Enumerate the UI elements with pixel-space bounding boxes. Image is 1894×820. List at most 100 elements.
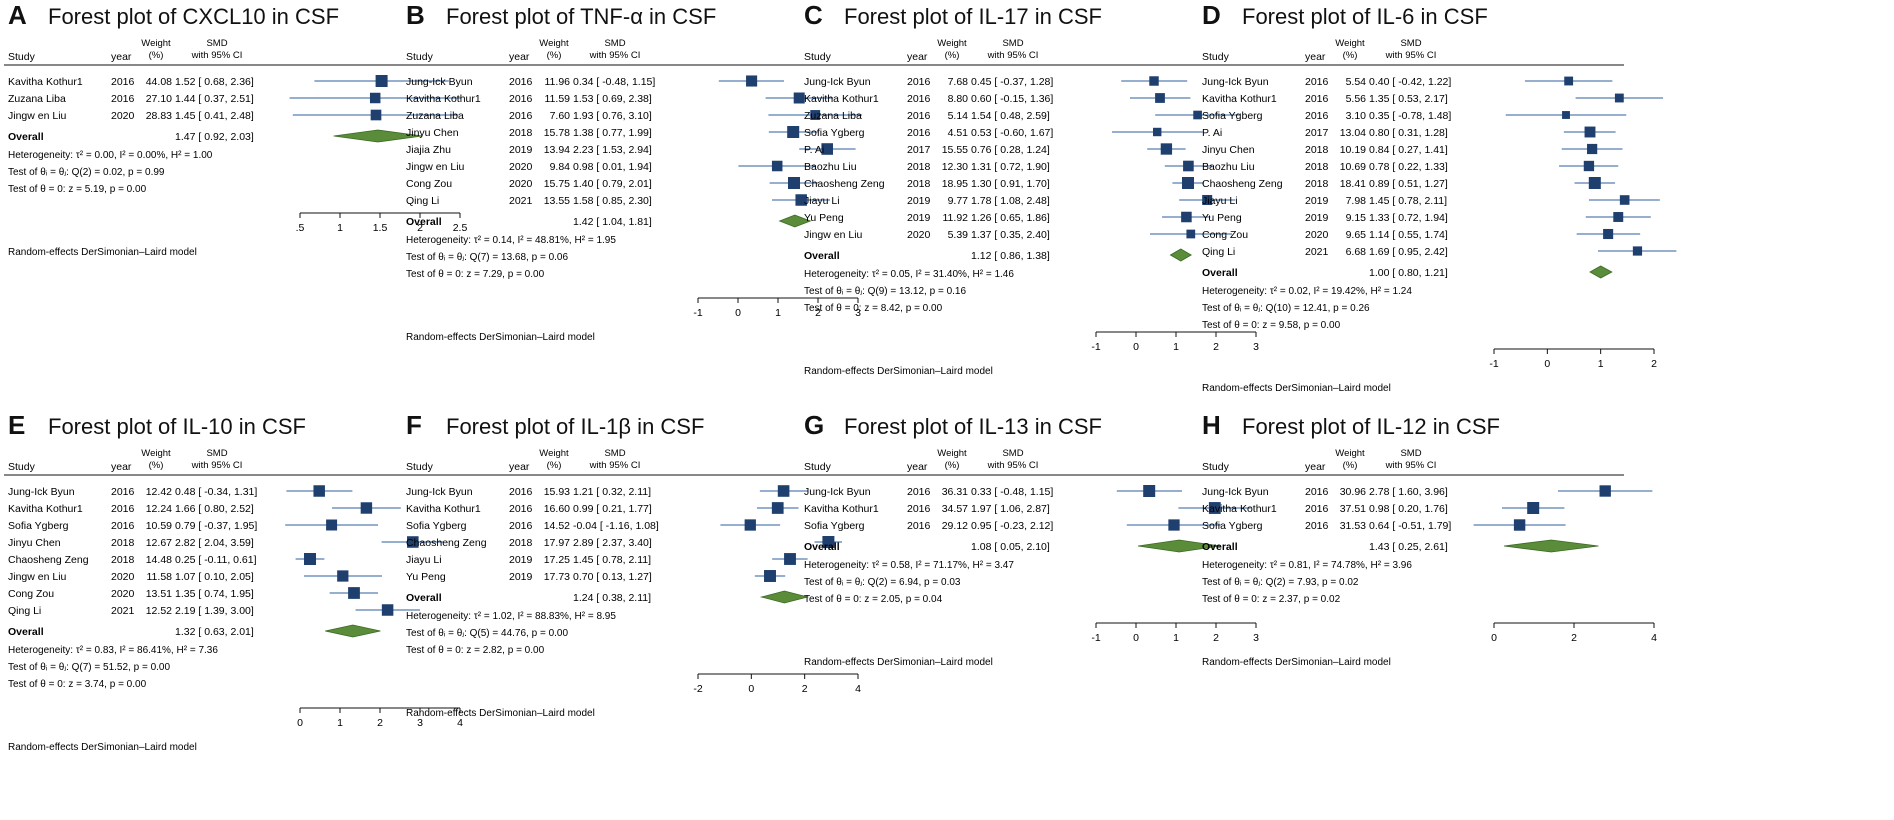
stat-line: Test of θ = 0: z = 7.29, p = 0.00: [406, 269, 545, 280]
study-name: Zuzana Liba: [406, 110, 464, 122]
study-smd-ci: 1.21 [ 0.32, 2.11]: [573, 486, 651, 498]
study-smd-ci: 0.89 [ 0.51, 1.27]: [1369, 178, 1448, 190]
study-weight: 7.98: [1346, 195, 1367, 207]
study-year: 2021: [111, 605, 135, 617]
overall-diamond: [1169, 248, 1193, 262]
study-name: Jung-Ick Byun: [8, 486, 75, 498]
header-year: year: [907, 51, 928, 63]
header-smd-ci: with 95% CI: [987, 460, 1039, 471]
study-year: 2017: [1305, 127, 1329, 139]
study-year: 2016: [1305, 93, 1329, 105]
stat-line: Test of θᵢ = θⱼ: Q(9) = 13.12, p = 0.16: [804, 286, 966, 297]
study-smd-ci: 0.99 [ 0.21, 1.77]: [573, 503, 652, 515]
header-weight: Weight: [937, 448, 967, 459]
study-smd-ci: 1.14 [ 0.55, 1.74]: [1369, 229, 1448, 241]
study-year: 2016: [111, 520, 135, 532]
study-smd-ci: 0.80 [ 0.31, 1.28]: [1369, 127, 1448, 139]
study-name: P. Ai: [1202, 127, 1222, 139]
stat-line: Heterogeneity: τ² = 0.02, I² = 19.42%, H…: [1202, 286, 1412, 297]
study-weight: 18.95: [942, 178, 968, 190]
panel-letter: F: [406, 410, 422, 440]
study-weight: 7.60: [550, 110, 571, 122]
study-year: 2016: [1305, 503, 1329, 515]
model-label: Random-effects DerSimonian–Laird model: [804, 657, 993, 668]
x-tick-label: 2: [1213, 632, 1219, 644]
study-year: 2016: [111, 93, 135, 105]
overall-smd-ci: 1.00 [ 0.80, 1.21]: [1369, 267, 1448, 279]
header-study: Study: [1202, 461, 1230, 473]
x-tick-label: 0: [297, 717, 303, 729]
forest-panel-g: G Forest plot of IL-13 in CSF Study year W…: [796, 410, 1266, 820]
study-year: 2016: [509, 486, 533, 498]
study-weight: 28.83: [146, 110, 172, 122]
study-name: Cong Zou: [8, 588, 54, 600]
study-weight: 14.52: [544, 520, 570, 532]
study-smd-ci: 1.45 [ 0.41, 2.48]: [175, 110, 254, 122]
overall-smd-ci: 1.32 [ 0.63, 2.01]: [175, 626, 254, 638]
header-weight: Weight: [1335, 38, 1365, 49]
study-smd-ci: 1.33 [ 0.72, 1.94]: [1369, 212, 1448, 224]
effect-marker: [821, 143, 833, 155]
x-tick-label: 1: [337, 717, 343, 729]
study-weight: 3.10: [1346, 110, 1367, 122]
panel-letter: A: [8, 0, 27, 30]
study-year: 2016: [907, 127, 931, 139]
study-name: Chaosheng Zeng: [406, 537, 487, 549]
study-smd-ci: 0.45 [ -0.37, 1.28]: [971, 76, 1053, 88]
effect-marker: [1513, 519, 1526, 531]
study-year: 2016: [907, 503, 931, 515]
x-tick-label: 2: [815, 307, 821, 319]
study-year: 2016: [509, 93, 533, 105]
study-name: Jung-Ick Byun: [1202, 486, 1269, 498]
effect-marker: [1527, 502, 1540, 514]
study-name: Yu Peng: [804, 212, 844, 224]
stat-line: Test of θᵢ = θⱼ: Q(10) = 12.41, p = 0.26: [1202, 303, 1370, 314]
study-smd-ci: 1.52 [ 0.68, 2.36]: [175, 76, 254, 88]
header-weight: Weight: [539, 448, 569, 459]
study-name: Zuzana Liba: [8, 93, 66, 105]
x-tick-label: 4: [855, 683, 861, 695]
x-tick-label: 3: [1253, 632, 1259, 644]
header-smd: SMD: [1002, 448, 1023, 459]
study-year: 2016: [1305, 110, 1329, 122]
x-tick-label: 4: [1651, 632, 1657, 644]
study-smd-ci: 0.34 [ -0.48, 1.15]: [573, 76, 655, 88]
header-smd-ci: with 95% CI: [589, 50, 641, 61]
header-weight-pct: (%): [945, 460, 960, 471]
x-tick-label: 0: [1544, 358, 1550, 370]
header-smd-ci: with 95% CI: [589, 460, 641, 471]
effect-marker: [1186, 229, 1196, 239]
study-name: Jinyu Chen: [1202, 144, 1255, 156]
study-weight: 17.25: [544, 554, 570, 566]
study-name: Sofia Ygberg: [1202, 520, 1263, 532]
overall-label: Overall: [804, 250, 840, 262]
study-year: 2016: [1305, 520, 1329, 532]
header-smd: SMD: [604, 448, 625, 459]
study-smd-ci: 1.45 [ 0.78, 2.11]: [1369, 195, 1447, 207]
study-smd-ci: 1.37 [ 0.35, 2.40]: [971, 229, 1050, 241]
study-name: Jingw en Liu: [8, 110, 67, 122]
study-smd-ci: 2.23 [ 1.53, 2.94]: [573, 144, 652, 156]
x-tick-label: 3: [417, 717, 423, 729]
study-name: Kavitha Kothur1: [1202, 503, 1277, 515]
panel-letter: D: [1202, 0, 1221, 30]
header-smd: SMD: [206, 448, 227, 459]
header-year: year: [111, 461, 132, 473]
study-name: Sofia Ygberg: [406, 520, 467, 532]
study-name: Chaosheng Zeng: [804, 178, 885, 190]
study-weight: 12.24: [146, 503, 172, 515]
study-name: Sofia Ygberg: [804, 127, 865, 139]
panel-title: Forest plot of IL-10 in CSF: [48, 414, 306, 439]
effect-marker: [348, 587, 360, 599]
x-tick-label: 1: [775, 307, 781, 319]
effect-marker: [822, 536, 835, 548]
header-weight: Weight: [539, 38, 569, 49]
effect-marker: [1168, 519, 1180, 531]
study-year: 2016: [111, 76, 135, 88]
study-weight: 27.10: [146, 93, 172, 105]
study-smd-ci: 0.98 [ 0.20, 1.76]: [1369, 503, 1448, 515]
